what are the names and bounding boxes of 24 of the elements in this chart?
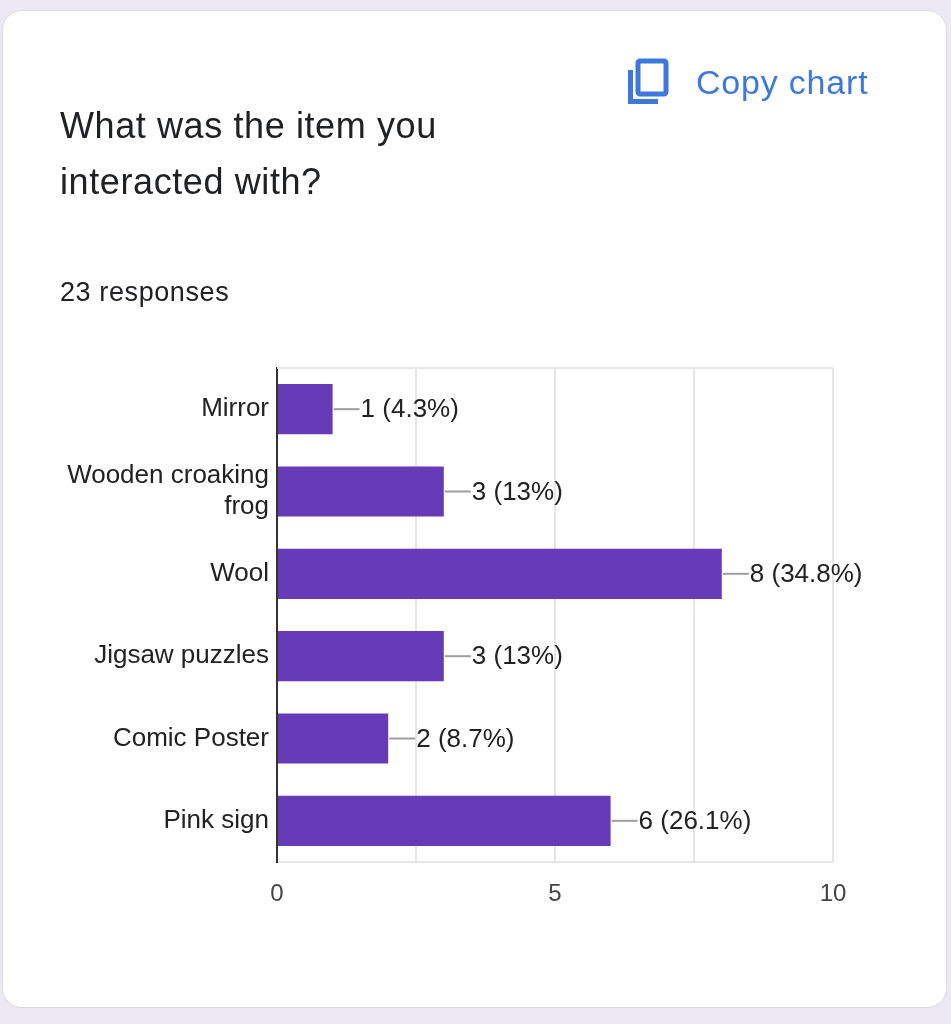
data-label: 1 (4.3%)	[360, 393, 459, 424]
y-tick-label: Comic Poster	[112, 721, 270, 752]
chart-title: What was the item you interacted with?	[60, 104, 438, 204]
x-tick-label: 5	[548, 879, 562, 907]
x-tick-label: 10	[819, 879, 847, 907]
text: Copy chart	[696, 62, 869, 102]
x-tick-label: 0	[270, 879, 284, 907]
data-label: 3 (13%)	[471, 640, 563, 671]
data-label: 3 (13%)	[471, 475, 563, 506]
data-label: 6 (26.1%)	[638, 805, 752, 836]
y-tick-label: Wool	[210, 557, 269, 588]
bar	[278, 631, 444, 682]
bar	[278, 384, 333, 435]
y-tick-label: Jigsaw puzzles	[94, 639, 269, 670]
chart-subtitle: 23 responses	[60, 276, 230, 308]
bar	[278, 713, 389, 764]
data-label: 8 (34.8%)	[749, 558, 863, 589]
data-label: 2 (8.7%)	[416, 722, 515, 753]
bar	[278, 466, 444, 517]
y-tick-label: Wooden croaking frog	[67, 459, 269, 521]
bar	[278, 795, 611, 846]
y-tick-label: Mirror	[201, 392, 270, 423]
bar	[278, 548, 722, 599]
y-tick-label: Pink sign	[163, 804, 269, 835]
